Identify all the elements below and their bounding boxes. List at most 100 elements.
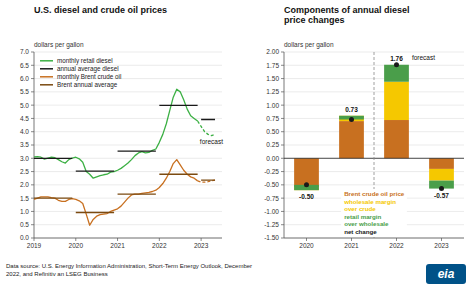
title: U.S. diesel and crude oil prices [34,5,167,15]
series-line [34,174,215,212]
y-tick [31,238,34,239]
point [394,62,399,67]
bar [384,65,409,82]
legend-label: wholesale marginover crude [343,198,396,212]
y-tick-label: 2.0 [20,181,29,188]
grid [34,52,222,238]
legend-label: net change [344,228,377,235]
y-tick [281,224,284,225]
x-tick [75,238,76,241]
grid [284,52,464,238]
y-tick [31,78,34,79]
y-tick-label: 0.25 [266,141,279,148]
y-tick [31,211,34,212]
annotation: forecast [200,138,223,145]
y-tick-label: 0.75 [266,115,279,122]
y-tick [31,91,34,92]
legend-label: retail marginover wholesale [344,213,389,227]
y-axis-line [284,52,285,238]
bar [339,116,364,121]
bar [429,169,454,181]
y-tick-label: 3.5 [20,141,29,148]
grid-line [34,238,222,239]
plot-area [294,62,454,191]
y-tick-label: 6.0 [20,75,29,82]
x-tick-label: 2021 [110,242,125,249]
x-tick-label: 2020 [69,242,84,249]
y-tick [281,238,284,239]
y-tick-label: 1.0 [20,208,29,215]
y-tick [31,65,34,66]
y-tick [281,52,284,53]
x-tick [351,238,352,241]
y-axis-line [34,52,35,238]
logo-box [426,264,466,284]
y-tick-label: 7.0 [20,48,29,55]
y-tick-label: -1.50 [264,234,279,241]
y-tick [281,78,284,79]
data-label: -0.57 [434,192,449,199]
x-tick [306,238,307,241]
grid-line [34,184,222,185]
y-tick-label: 0.5 [20,221,29,228]
y-tick-label: 1.50 [266,75,279,82]
legend-swatch [40,68,53,70]
legend-label: monthly retail diesel [57,57,113,65]
y-tick-label: 3.0 [20,155,29,162]
bar [384,120,409,158]
y-tick-label: 2.00 [266,48,279,55]
y-tick-label: -1.25 [264,221,279,228]
y-tick-label: -0.50 [264,181,279,188]
data-label: 1.76 [390,55,403,62]
point [439,186,444,191]
y-tick [281,145,284,146]
y-axis: 0.00.51.01.52.02.53.03.54.04.55.05.56.06… [20,48,34,241]
x-tick [396,238,397,241]
y-tick-label: 1.75 [266,62,279,69]
y-tick [31,158,34,159]
y-tick [31,131,34,132]
y-tick [281,171,284,172]
data-label: -0.50 [299,193,314,200]
y-tick [281,118,284,119]
legend-swatch [40,76,53,78]
y-tick [31,105,34,106]
legend-swatch [40,60,53,62]
legend-swatch [40,84,53,86]
title: Components of annual dieselprice changes [284,5,410,25]
x-tick [117,238,118,241]
x-tick-label: 2019 [27,242,42,249]
y-tick [281,198,284,199]
x-tick [159,238,160,241]
x-tick-label: 2022 [389,242,404,249]
y-label: dollars per gallon [284,41,334,49]
x-tick-label: 2022 [152,242,167,249]
y-tick-label: -1.00 [264,208,279,215]
x-axis-line [34,238,222,239]
legend-label: annual average diesel [57,65,119,73]
y-tick-label: -0.75 [264,195,279,202]
y-tick [31,118,34,119]
y-tick-label: 6.5 [20,62,29,69]
x-tick-label: 2023 [194,242,209,249]
y-tick [31,184,34,185]
legend: Brent crude oil pricewholesale marginove… [341,189,407,236]
bar [294,158,319,187]
logo: eia [426,264,466,284]
grid-line [34,131,222,132]
grid-line [34,211,222,212]
grid-line [34,224,222,225]
x-tick [441,238,442,241]
y-tick-label: 1.00 [266,102,279,109]
legend-label: Brent crude oil price [344,190,405,197]
y-tick-label: 5.5 [20,88,29,95]
y-tick [281,211,284,212]
legend-label: Brent annual average [57,81,118,89]
grid-line [34,91,222,92]
plot-area [34,89,215,225]
bar [339,121,364,158]
x-axis: 2019 2020 2021 2022 2023 [27,238,222,249]
legend: monthly retail dieselannual average dies… [40,57,121,89]
data-label: 0.73 [345,106,358,113]
bar [429,158,454,169]
